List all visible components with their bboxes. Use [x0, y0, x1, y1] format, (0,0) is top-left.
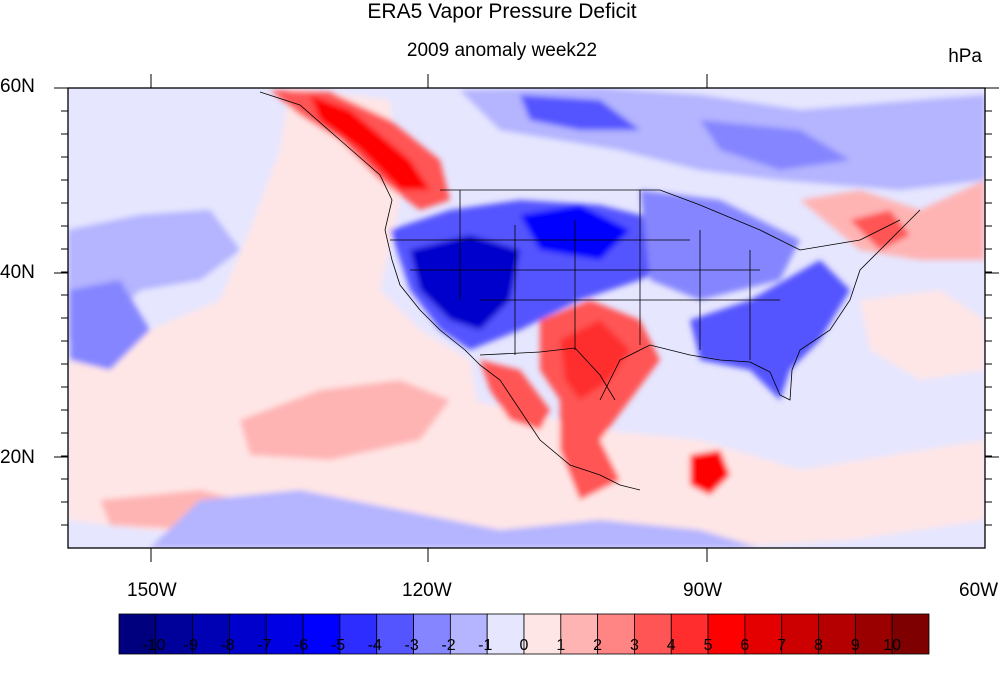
map-ticks	[54, 74, 999, 562]
colorbar-label: -5	[330, 637, 346, 654]
colorbar-label: 9	[850, 637, 860, 654]
colorbar-label: 2	[593, 637, 603, 654]
southeast-negative	[690, 260, 850, 400]
colorbar-label: 4	[666, 637, 676, 654]
canada-negative-core	[520, 95, 640, 130]
lon-label-120w: 120W	[402, 580, 452, 601]
colorbar-label: 0	[519, 637, 529, 654]
colorbar-box	[891, 613, 930, 655]
map-subtitle: 2009 anomaly week22	[406, 40, 598, 61]
pacific-pink-patch	[240, 380, 450, 460]
colorbar-label: 1	[556, 637, 566, 654]
mexico-west-positive	[480, 360, 550, 430]
gulf-coastline	[599, 209, 921, 401]
us-canada-border	[440, 189, 901, 251]
colorbar-label: 8	[814, 637, 823, 654]
colorbar-box	[192, 613, 230, 655]
colorbar-box	[560, 613, 599, 655]
colorbar-box	[854, 613, 893, 655]
colorbar-box	[670, 613, 709, 655]
pacific-northwest-core	[310, 95, 430, 190]
pacific-coastline	[259, 91, 641, 491]
colorbar-label: -6	[294, 637, 309, 654]
colorbar-label: -7	[257, 637, 272, 654]
colorbar-label: 6	[740, 637, 750, 654]
colorbar-label: -2	[441, 637, 456, 654]
lon-label-60w: 60W	[959, 580, 999, 601]
colorbar-box	[486, 613, 525, 655]
map-title: ERA5 Vapor Pressure Deficit	[367, 0, 637, 23]
colorbar-box	[744, 613, 783, 655]
colorbar-box	[707, 613, 746, 655]
hudson-negative	[700, 120, 850, 170]
texas-core	[560, 320, 630, 400]
colorbar-label: -3	[404, 637, 419, 654]
colorbar-label: -9	[183, 637, 198, 654]
colorbar-label: 7	[777, 637, 787, 654]
caribbean-positive	[690, 450, 730, 495]
us-west-negative-core	[410, 235, 520, 330]
colorbar-label: -1	[478, 637, 493, 654]
lat-label-40n: 40N	[0, 262, 35, 283]
colorbar-label: 10	[883, 637, 901, 654]
units-label: hPa	[948, 46, 982, 67]
colorbar-label: -4	[367, 637, 382, 654]
anomaly-field	[68, 88, 985, 548]
colorbar-box	[597, 613, 635, 655]
lat-label-20n: 20N	[0, 447, 35, 468]
colorbar-box	[413, 613, 451, 655]
colorbar-label: 3	[629, 637, 639, 654]
atlantic-positive	[860, 290, 985, 380]
colorbar-label: -10	[142, 637, 166, 654]
colorbar-box	[818, 613, 856, 655]
lon-label-90w: 90W	[683, 580, 723, 601]
colorbar-label: 5	[703, 637, 713, 654]
south-negative-band	[150, 490, 760, 548]
colorbar-label: -8	[220, 637, 235, 654]
lat-label-60n: 60N	[0, 76, 35, 97]
colorbar-box	[781, 613, 819, 655]
lon-label-150w: 150W	[127, 580, 177, 601]
colorbar-box	[634, 613, 672, 655]
colorbar-box	[229, 613, 267, 655]
east-negative	[640, 190, 800, 300]
coastlines-and-borders	[259, 91, 921, 491]
colorbar-box	[265, 613, 304, 655]
colorbar-box	[523, 613, 562, 655]
colorbar-box	[339, 613, 378, 655]
pacific-negative-west-2	[70, 280, 150, 370]
